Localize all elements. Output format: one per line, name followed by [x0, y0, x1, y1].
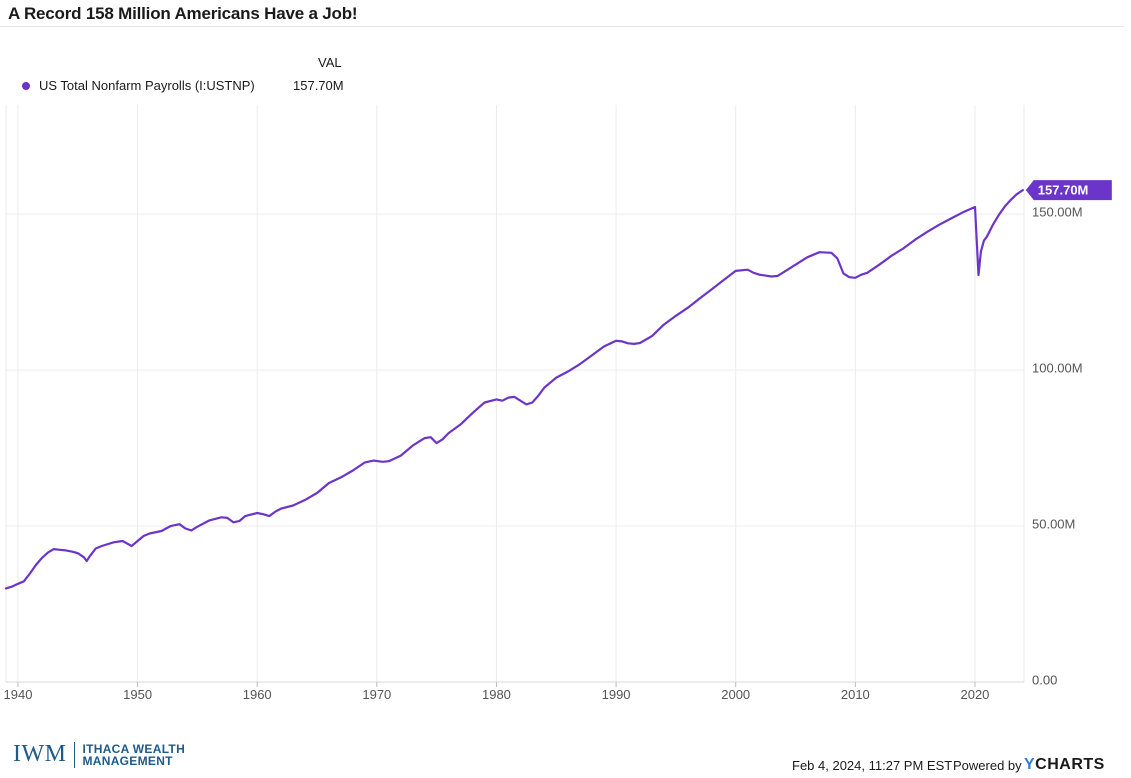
- title-divider: [0, 26, 1124, 27]
- legend-value-header: VAL: [318, 55, 342, 70]
- grid-layer: [5, 105, 1025, 682]
- logo-divider: [74, 741, 76, 768]
- logo-mark: IWM: [13, 741, 67, 767]
- logo-text: ITHACA WEALTH MANAGEMENT: [82, 743, 185, 767]
- x-tick-label: 1980: [482, 687, 511, 702]
- x-tick-label: 2010: [841, 687, 870, 702]
- chart-title: A Record 158 Million Americans Have a Jo…: [8, 4, 358, 23]
- series-line: [4, 189, 1024, 590]
- label-layer: 157.70M: [1025, 180, 1112, 201]
- x-tick-label: 1990: [602, 687, 631, 702]
- legend-series-value: 157.70M: [293, 78, 344, 93]
- x-tick-label: 1950: [123, 687, 152, 702]
- y-tick-label: 50.00M: [1032, 516, 1075, 531]
- logo-line-1: ITHACA WEALTH: [82, 741, 186, 756]
- y-tick-label: 0.00: [1032, 672, 1057, 687]
- legend-item[interactable]: US Total Nonfarm Payrolls (I:USTNP) 157.…: [22, 78, 344, 93]
- ycharts-logo-text: CHARTS: [1035, 756, 1105, 773]
- y-tick-label: 100.00M: [1032, 361, 1083, 376]
- ycharts-logo[interactable]: YCHARTS: [1024, 756, 1105, 774]
- axis-layer: 0.00 50.00M 100.00M 150.00M 1940 1950 1960 1970…: [4, 205, 1083, 702]
- series-layer: [4, 189, 1024, 590]
- firm-logo: IWM ITHACA WEALTH MANAGEMENT: [13, 741, 185, 768]
- legend-series-name: US Total Nonfarm Payrolls (I:USTNP): [39, 78, 255, 93]
- last-value-flag: [1025, 180, 1112, 201]
- legend-series-dot-icon: [22, 81, 30, 90]
- line-chart: 0.00 50.00M 100.00M 150.00M 1940 1950 1960 1970…: [4, 105, 1112, 702]
- last-value-label: 157.70M: [1038, 183, 1089, 198]
- powered-by-label: Powered by: [953, 758, 1022, 773]
- x-tick-label: 2020: [960, 687, 989, 702]
- timestamp: Feb 4, 2024, 11:27 PM EST: [792, 758, 953, 773]
- x-tick-label: 1940: [4, 687, 33, 702]
- x-tick-label: 2000: [721, 687, 750, 702]
- ycharts-logo-y: Y: [1024, 756, 1036, 773]
- x-tick-label: 1970: [362, 687, 391, 702]
- logo-line-2: MANAGEMENT: [82, 753, 173, 768]
- x-tick-label: 1960: [243, 687, 272, 702]
- y-tick-label: 150.00M: [1032, 205, 1083, 220]
